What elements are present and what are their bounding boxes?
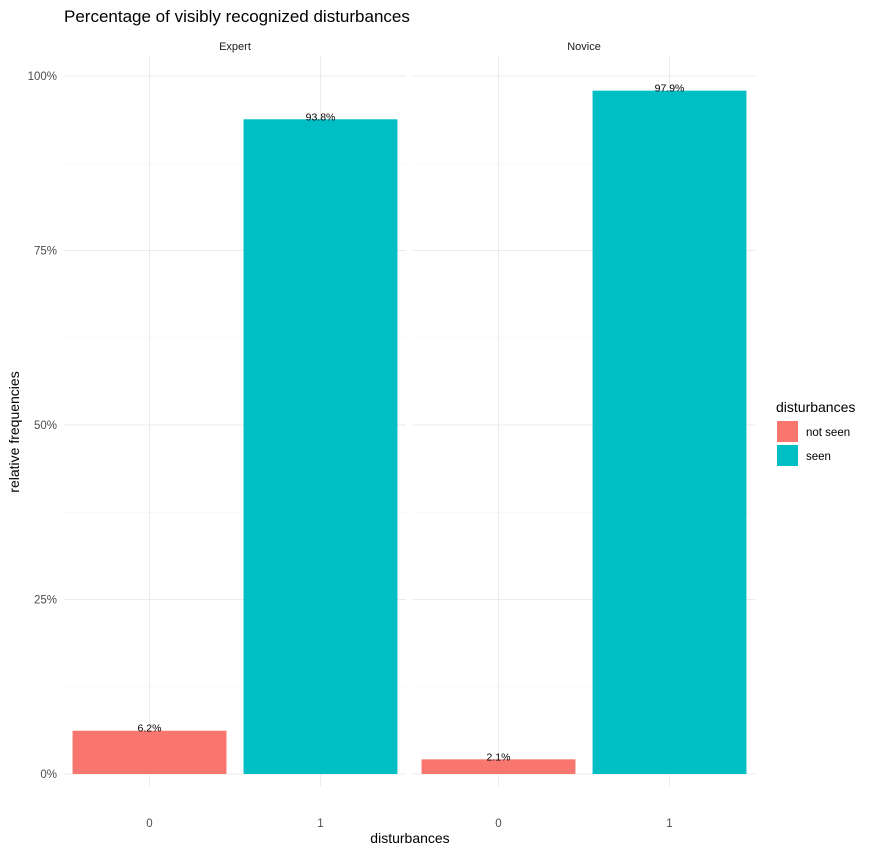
bar-value-label: 6.2% <box>138 723 162 735</box>
panels: Expert 6.2% 93.8% 0 1 Novice 2.1% 97.9% 0 1 <box>64 41 755 830</box>
panel-expert: Expert 6.2% 93.8% 0 1 <box>64 41 406 830</box>
facet-strip-label: Expert <box>219 41 251 53</box>
bar-value-label: 93.8% <box>306 111 336 123</box>
x-tick-label: 1 <box>666 818 672 830</box>
x-tick-label: 1 <box>317 818 323 830</box>
y-tick-label: 0% <box>40 769 57 781</box>
legend: disturbances not seen seen <box>776 399 855 466</box>
legend-label: seen <box>806 451 831 463</box>
bar-not-seen <box>421 759 576 774</box>
y-tick-label: 50% <box>34 420 57 432</box>
y-tick-label: 75% <box>34 246 57 258</box>
chart-title: Percentage of visibly recognized disturb… <box>64 7 410 26</box>
bar-seen <box>243 119 398 774</box>
y-tick-label: 100% <box>28 71 57 83</box>
bar-not-seen <box>72 730 227 774</box>
x-axis-title: disturbances <box>370 830 449 846</box>
legend-title: disturbances <box>776 399 855 415</box>
facet-strip-label: Novice <box>567 41 601 53</box>
x-tick-label: 0 <box>495 818 501 830</box>
bar-value-label: 2.1% <box>487 751 511 763</box>
y-axis-title: relative frequencies <box>6 371 22 492</box>
bar-value-label: 97.9% <box>655 83 685 95</box>
legend-key-not-seen <box>777 421 798 442</box>
x-tick-label: 0 <box>146 818 152 830</box>
bar-seen <box>592 90 747 774</box>
legend-key-seen <box>777 445 798 466</box>
y-tick-label: 25% <box>34 595 57 607</box>
panel-novice: Novice 2.1% 97.9% 0 1 <box>413 41 755 830</box>
legend-label: not seen <box>806 427 850 439</box>
